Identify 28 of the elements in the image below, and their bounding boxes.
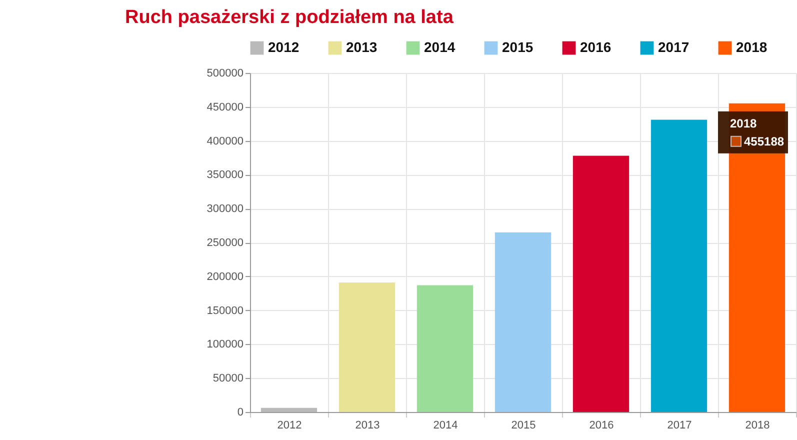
x-tick-label: 2017 xyxy=(667,420,692,432)
x-tick-label: 2012 xyxy=(277,420,302,432)
chart-title: Ruch pasażerski z podziałem na lata xyxy=(125,7,454,28)
y-tick-label: 300000 xyxy=(206,203,244,216)
y-tick-label: 100000 xyxy=(206,338,244,351)
legend-label: 2017 xyxy=(658,39,690,55)
y-tick-label: 500000 xyxy=(206,68,244,80)
x-tick-label: 2014 xyxy=(433,420,458,432)
legend-label: 2014 xyxy=(424,39,456,55)
y-tick-label: 200000 xyxy=(206,270,244,283)
x-tick-label: 2016 xyxy=(589,420,614,432)
x-tick-label: 2018 xyxy=(745,420,770,432)
y-tick-label: 400000 xyxy=(206,135,244,148)
legend-label: 2018 xyxy=(736,39,768,55)
legend-label: 2015 xyxy=(502,39,534,55)
y-tick-label: 0 xyxy=(237,406,244,418)
x-tick-label: 2015 xyxy=(511,420,536,432)
text: 2018 xyxy=(730,116,757,130)
x-tick-label: 2013 xyxy=(355,420,380,432)
annotation: 455188 xyxy=(744,134,784,148)
legend-label: 2013 xyxy=(346,39,378,55)
y-tick-label: 250000 xyxy=(206,237,244,249)
y-tick-label: 50000 xyxy=(212,372,244,385)
y-tick-label: 450000 xyxy=(206,101,244,114)
y-tick-label: 150000 xyxy=(206,304,244,317)
y-tick-label: 350000 xyxy=(206,169,244,182)
legend-label: 2012 xyxy=(268,39,300,55)
legend-label: 2016 xyxy=(580,39,612,55)
